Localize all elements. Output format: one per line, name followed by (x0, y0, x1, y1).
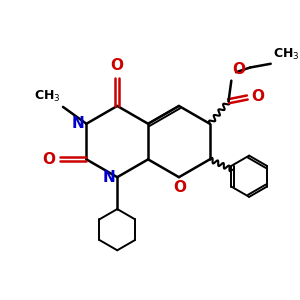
Text: CH$_3$: CH$_3$ (273, 47, 299, 62)
Text: O: O (173, 180, 186, 195)
Text: N: N (72, 116, 85, 131)
Text: CH$_3$: CH$_3$ (34, 89, 60, 104)
Text: O: O (43, 152, 56, 167)
Text: O: O (251, 89, 264, 104)
Text: O: O (111, 58, 124, 73)
Text: N: N (103, 170, 116, 185)
Text: O: O (232, 62, 245, 77)
